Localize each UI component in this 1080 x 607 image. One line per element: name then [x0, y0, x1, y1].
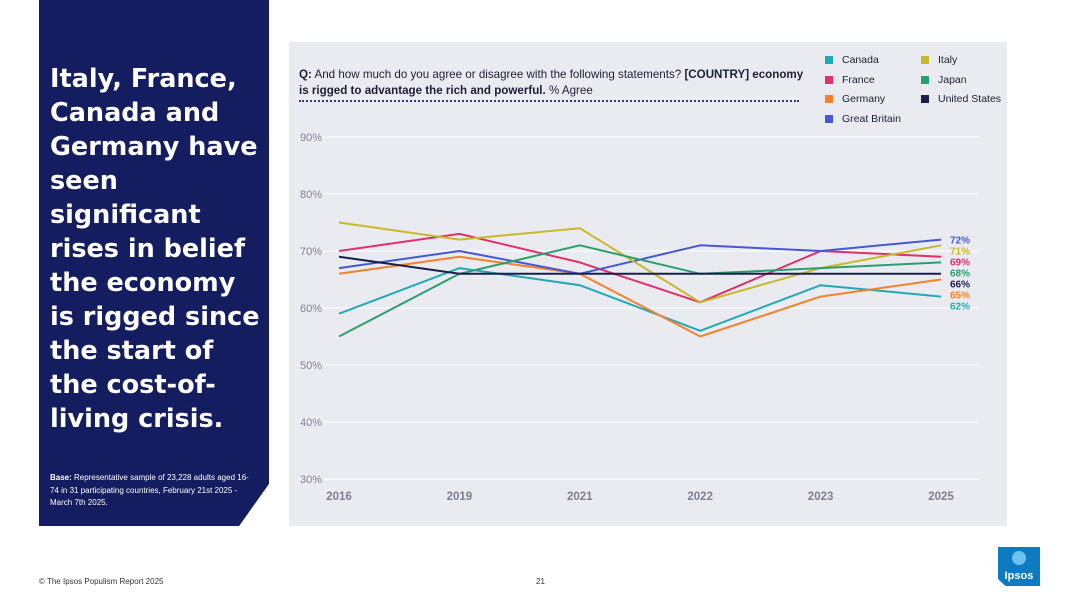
legend-swatch: [825, 56, 833, 64]
base-note: Base: Representative sample of 23,228 ad…: [50, 472, 250, 510]
question-underline: [299, 100, 799, 102]
logo-text: Ipsos: [1004, 570, 1034, 582]
legend-item: Great Britain: [825, 113, 901, 125]
x-tick-label: 2016: [326, 491, 352, 503]
legend-swatch: [921, 95, 929, 103]
series-line-italy: [338, 221, 942, 304]
legend-swatch: [825, 95, 833, 103]
legend-item: Italy: [921, 54, 957, 66]
end-value-label: 66%: [950, 280, 970, 291]
legend-label: Canada: [842, 54, 879, 66]
end-value-label: 68%: [950, 269, 970, 280]
y-tick-label: 40%: [300, 417, 322, 429]
chart-legend: Canada Italy France Japan Germany United Stat…: [825, 54, 1015, 134]
legend-swatch: [921, 75, 929, 84]
question-body: And how much do you agree or disagree wi…: [314, 68, 682, 81]
x-tick-label: 2019: [447, 491, 473, 503]
legend-item: Germany: [825, 93, 885, 105]
end-value-label: 65%: [950, 291, 970, 302]
y-tick-label: 90%: [300, 132, 322, 144]
series-line-japan: [338, 244, 942, 338]
line-chart: 90% 80% 70% 60% 50% 40% 30% 2016 2019 2021 2022 202…: [299, 132, 979, 503]
legend-swatch: [921, 56, 929, 64]
y-tick-label: 80%: [300, 189, 322, 201]
series-line-canada: [338, 267, 942, 332]
y-tick-label: 60%: [300, 303, 322, 315]
x-tick-label: 2023: [808, 491, 834, 503]
series-line-germany: [338, 255, 942, 338]
footer-copyright: © The Ipsos Populism Report 2025: [39, 577, 164, 586]
question-text: Q: And how much do you agree or disagree…: [299, 67, 804, 99]
y-tick-label: 50%: [300, 360, 322, 372]
y-tick-label: 70%: [300, 246, 322, 258]
x-tick-label: 2021: [567, 491, 593, 503]
ipsos-logo: Ipsos: [998, 547, 1040, 586]
end-value-label: 62%: [950, 302, 970, 313]
legend-label: United States: [938, 93, 1002, 105]
legend-item: Canada: [825, 54, 879, 66]
base-label: Base:: [50, 473, 72, 482]
question-statement: [COUNTRY] economy is rigged to advantage…: [299, 68, 804, 97]
legend-label: Japan: [938, 73, 967, 86]
logo-figure-icon: [1012, 551, 1026, 565]
base-text: Representative sample of 23,228 adults a…: [50, 473, 249, 507]
x-tick-label: 2025: [928, 491, 954, 503]
legend-label: Italy: [938, 54, 958, 66]
end-value-label: 71%: [950, 247, 970, 258]
legend-item: France: [825, 74, 875, 86]
x-tick-label: 2022: [687, 491, 713, 503]
legend-item: Japan: [921, 74, 967, 86]
legend-swatch: [825, 75, 833, 84]
legend-label: France: [842, 73, 875, 86]
headline: Italy, France, Canada and Germany have s…: [50, 64, 260, 434]
question-prefix: Q:: [299, 68, 312, 81]
legend-item: United States: [921, 93, 1001, 105]
chart-panel: Q: And how much do you agree or disagree…: [289, 42, 1007, 526]
end-value-label: 69%: [950, 258, 970, 269]
series-line-united-states: [338, 255, 941, 275]
question-suffix: % Agree: [548, 84, 593, 97]
legend-swatch: [825, 114, 833, 123]
side-panel: Italy, France, Canada and Germany have s…: [39, 0, 269, 526]
page-number: 21: [536, 577, 545, 586]
legend-label: Great Britain: [842, 112, 901, 125]
y-tick-label: 30%: [300, 474, 322, 486]
legend-label: Germany: [842, 93, 886, 105]
end-value-label: 72%: [950, 236, 970, 247]
